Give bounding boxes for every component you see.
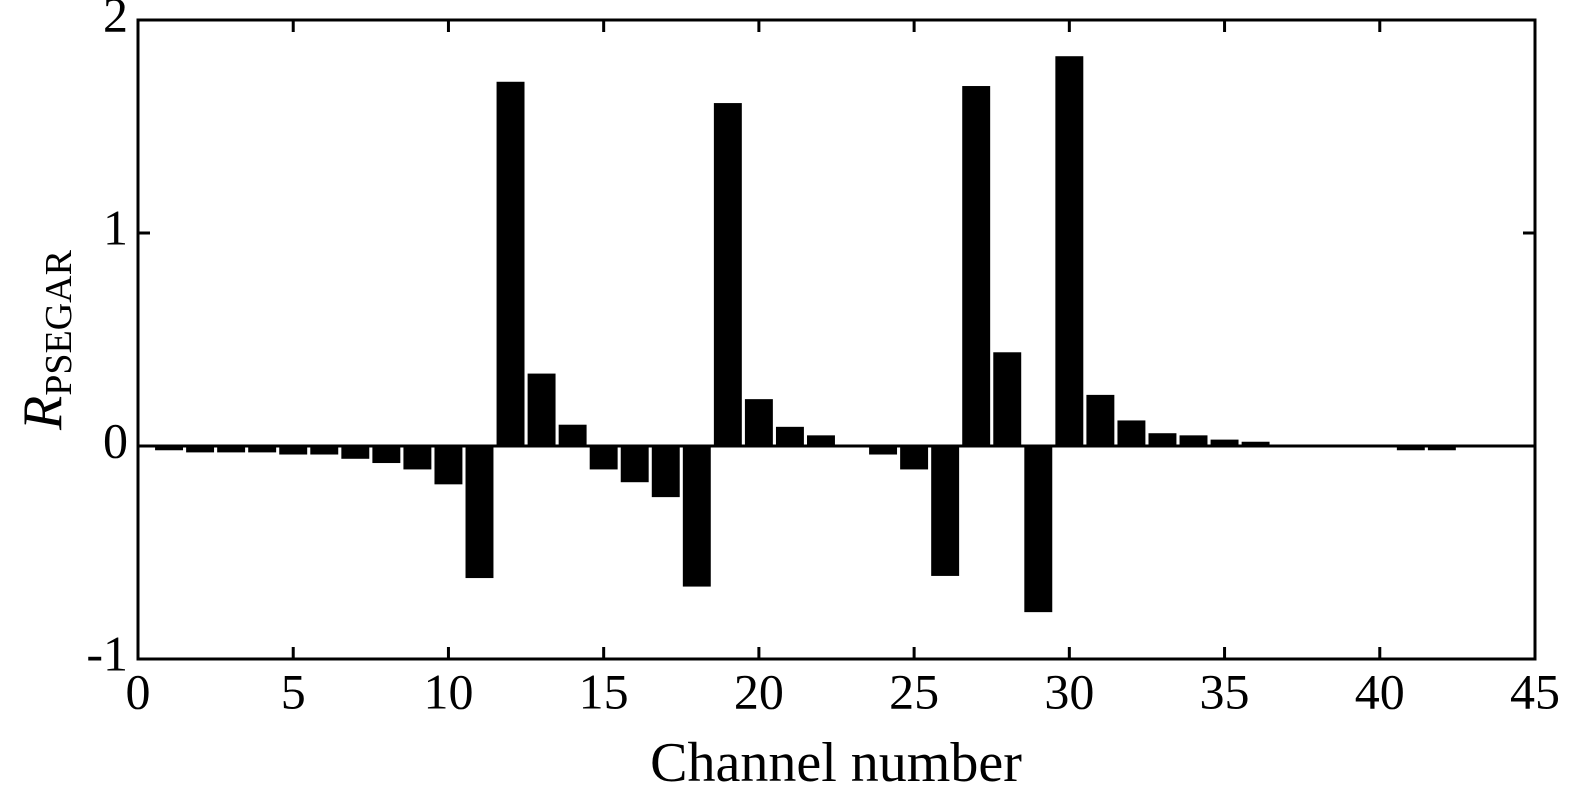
bar [1086,394,1115,446]
bar [1241,441,1270,446]
x-tick-label: 5 [281,663,306,719]
bar [931,446,960,576]
y-axis-label-main: R [12,396,74,431]
bar [713,103,742,446]
y-tick-label: -1 [86,625,128,681]
x-tick-label: 25 [889,663,939,719]
y-tick-label: 0 [103,412,128,468]
bar [1117,420,1146,446]
bar [186,446,215,453]
bar [1210,439,1239,446]
bar [558,424,587,446]
x-tick-label: 30 [1044,663,1094,719]
bar [496,81,525,447]
bar [651,446,680,498]
bar [1179,435,1208,446]
x-tick-label: 20 [734,663,784,719]
bar [310,446,339,455]
bar [1024,446,1053,613]
bar [682,446,711,587]
x-axis-label: Channel number [650,732,1022,794]
bar [620,446,649,483]
bar [900,446,929,470]
bar [372,446,401,464]
bar [279,446,308,455]
bar [807,435,835,446]
bar [527,373,556,446]
bar [1148,433,1177,446]
x-tick-label: 45 [1510,663,1560,719]
y-axis-label: RPSEGAR [12,249,80,431]
bar [962,86,991,446]
bar [434,446,463,485]
bar [1427,446,1456,451]
bar [465,446,494,579]
y-axis-label-subscript: PSEGAR [38,249,80,395]
bar [775,426,804,446]
x-tick-label: 15 [579,663,629,719]
bar [993,352,1022,446]
bar [217,446,246,453]
bar [403,446,432,470]
y-tick-label: 1 [103,199,128,255]
bar [1055,56,1084,447]
plot-frame [136,18,1537,661]
bar [341,446,370,459]
x-tick-label: 10 [423,663,473,719]
x-tick-label: 0 [126,663,151,719]
bar [248,446,277,453]
y-tick-label: 2 [103,0,128,42]
bar [589,446,618,470]
bar [744,399,773,446]
x-tick-label: 40 [1355,663,1405,719]
x-tick-label: 35 [1200,663,1250,719]
bar [869,446,898,455]
bar [1396,446,1425,451]
bar [155,446,184,451]
